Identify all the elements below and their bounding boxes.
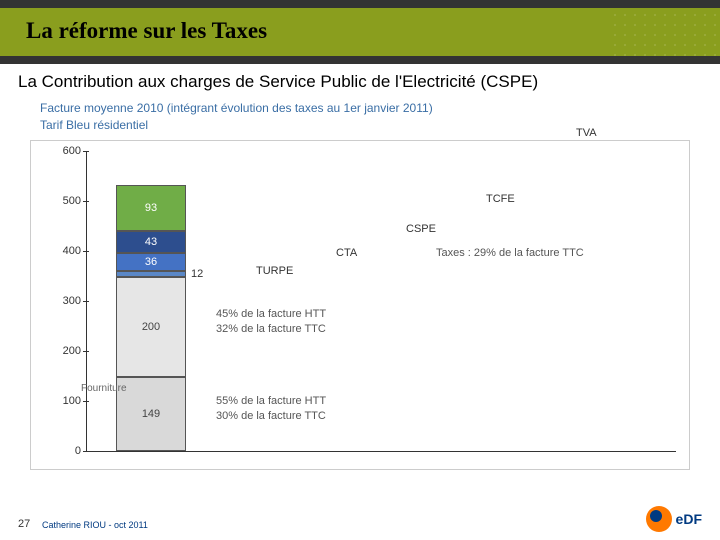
ytick-label: 100 (49, 395, 81, 407)
ytick-label: 400 (49, 245, 81, 257)
x-axis (86, 451, 676, 452)
note-turpe: 45% de la facture HTT32% de la facture T… (216, 307, 326, 337)
logo-icon (646, 506, 672, 532)
footer-author: Catherine RIOU - oct 2011 (42, 520, 148, 530)
page-number: 27 (18, 518, 30, 530)
ytick-label: 500 (49, 195, 81, 207)
category-label-tcfe: TCFE (486, 193, 515, 205)
category-label-cspe: CSPE (406, 223, 436, 235)
chart-description: Facture moyenne 2010 (intégrant évolutio… (40, 100, 433, 134)
note-fourniture: 55% de la facture HTT30% de la facture T… (216, 394, 326, 424)
bar-value-turpe: 200 (116, 321, 186, 333)
ytick-label: 600 (49, 145, 81, 157)
bar-value-cta: 12 (191, 268, 231, 280)
ytick-label: 300 (49, 295, 81, 307)
note-taxes: Taxes : 29% de la facture TTC (436, 246, 584, 261)
bar-value-fourniture: 149 (116, 408, 186, 420)
bar-value-tcfe: 43 (116, 236, 186, 248)
bar-segment-cta (116, 271, 186, 277)
category-label-turpe: TURPE (256, 265, 293, 277)
ytick (83, 451, 89, 452)
category-label-fourniture: Fourniture (81, 383, 127, 394)
bar-value-tva: 93 (116, 202, 186, 214)
header-top-bar (0, 0, 720, 8)
chart-desc-line1: Facture moyenne 2010 (intégrant évolutio… (40, 100, 433, 117)
chart-container: 0 100 200 300 400 500 600 149 200 12 36 43 93 Fourni… (30, 140, 690, 470)
plot-area: 14920012364393FournitureTURPECTACSPETCFE… (86, 151, 676, 451)
header-decoration (610, 0, 720, 64)
page-subtitle: La Contribution aux charges de Service P… (18, 72, 538, 92)
logo-text: eDF (676, 511, 702, 527)
ytick-label: 0 (49, 445, 81, 457)
bar-value-cspe: 36 (116, 256, 186, 268)
header-bottom-bar (0, 56, 720, 64)
category-label-cta: CTA (336, 247, 357, 259)
brand-logo: eDF (646, 506, 702, 532)
chart-desc-line2: Tarif Bleu résidentiel (40, 117, 433, 134)
page-title: La réforme sur les Taxes (26, 18, 267, 44)
ytick-label: 200 (49, 345, 81, 357)
category-label-tva: TVA (576, 127, 597, 139)
